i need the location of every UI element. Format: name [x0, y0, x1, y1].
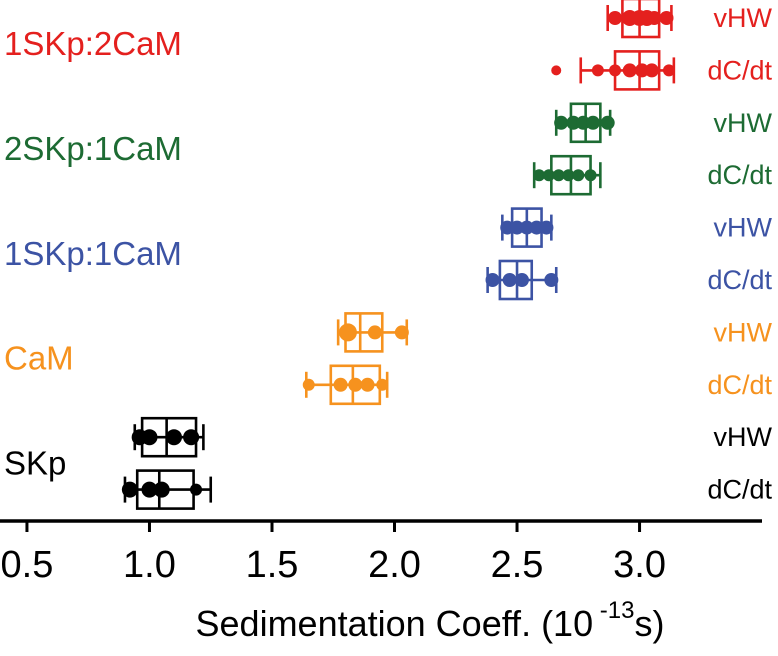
data-point	[141, 429, 158, 446]
data-point	[584, 169, 597, 182]
data-point	[591, 64, 604, 77]
data-point	[576, 115, 591, 130]
data-point	[529, 220, 544, 235]
data-point	[566, 115, 581, 130]
data-point	[600, 115, 615, 130]
method-label: dC/dt	[707, 475, 772, 505]
data-point	[659, 11, 674, 25]
data-point	[348, 377, 363, 392]
data-point	[552, 169, 565, 182]
method-label: dC/dt	[707, 370, 772, 400]
data-point	[367, 325, 382, 340]
data-point	[544, 273, 559, 287]
box-row: dC/dt	[551, 50, 772, 91]
data-point	[302, 378, 315, 391]
data-point	[141, 481, 158, 498]
x-axis-title: Sedimentation Coeff. (10 -13s)	[196, 597, 665, 644]
data-point	[644, 63, 659, 78]
data-point	[635, 63, 650, 78]
box-row: dC/dt	[532, 154, 772, 196]
data-point	[333, 377, 348, 392]
method-label: vHW	[714, 213, 773, 243]
group-label: CaM	[4, 340, 74, 377]
group-label: 1SKp:1CaM	[4, 235, 182, 272]
x-tick-label: 1.0	[123, 544, 176, 586]
data-point	[190, 483, 203, 496]
x-tick-label: 3.0	[613, 544, 666, 586]
data-point	[609, 64, 622, 77]
data-point	[165, 429, 182, 446]
data-point	[662, 64, 675, 77]
group-label: 2SKp:1CaM	[4, 130, 182, 167]
box-row: dC/dt	[485, 259, 772, 301]
data-point	[539, 220, 554, 235]
box-row: vHW	[606, 0, 773, 39]
data-point	[500, 220, 515, 235]
data-point	[510, 220, 525, 235]
method-label: vHW	[714, 3, 773, 33]
data-point	[376, 378, 389, 391]
data-point	[585, 115, 600, 130]
data-point	[542, 169, 555, 182]
data-point	[572, 169, 585, 182]
box-row: vHW	[500, 207, 773, 248]
data-point	[485, 273, 500, 287]
data-point	[360, 377, 375, 392]
data-point	[121, 481, 138, 498]
data-point	[551, 65, 562, 76]
x-tick-label: 2.5	[491, 544, 544, 586]
data-point	[394, 325, 409, 340]
method-label: vHW	[714, 422, 773, 452]
method-label: dC/dt	[707, 265, 772, 295]
method-label: vHW	[714, 108, 773, 138]
x-tick-label: 2.0	[368, 544, 421, 586]
method-label: vHW	[714, 317, 773, 347]
method-label: dC/dt	[707, 160, 772, 190]
group-label: SKp	[4, 444, 66, 481]
data-point	[647, 11, 662, 25]
data-point	[608, 11, 623, 25]
method-label: dC/dt	[707, 55, 772, 85]
x-tick-label: 1.5	[246, 544, 299, 586]
group-label: 1SKp:2CaM	[4, 25, 182, 62]
data-point	[519, 220, 534, 235]
box-row: dC/dt	[302, 364, 772, 406]
x-tick-label: 0.5	[1, 544, 54, 586]
data-point	[622, 63, 637, 78]
data-point	[338, 323, 357, 342]
data-point	[153, 481, 170, 498]
data-point	[562, 169, 575, 182]
box-row: vHW	[336, 312, 773, 353]
data-point	[183, 429, 200, 446]
data-point	[514, 273, 529, 287]
box-row: dC/dt	[121, 469, 772, 510]
data-point	[533, 169, 546, 182]
box-row: vHW	[554, 102, 773, 144]
box-row: vHW	[131, 416, 773, 458]
data-point	[502, 273, 517, 287]
data-point	[554, 115, 569, 130]
